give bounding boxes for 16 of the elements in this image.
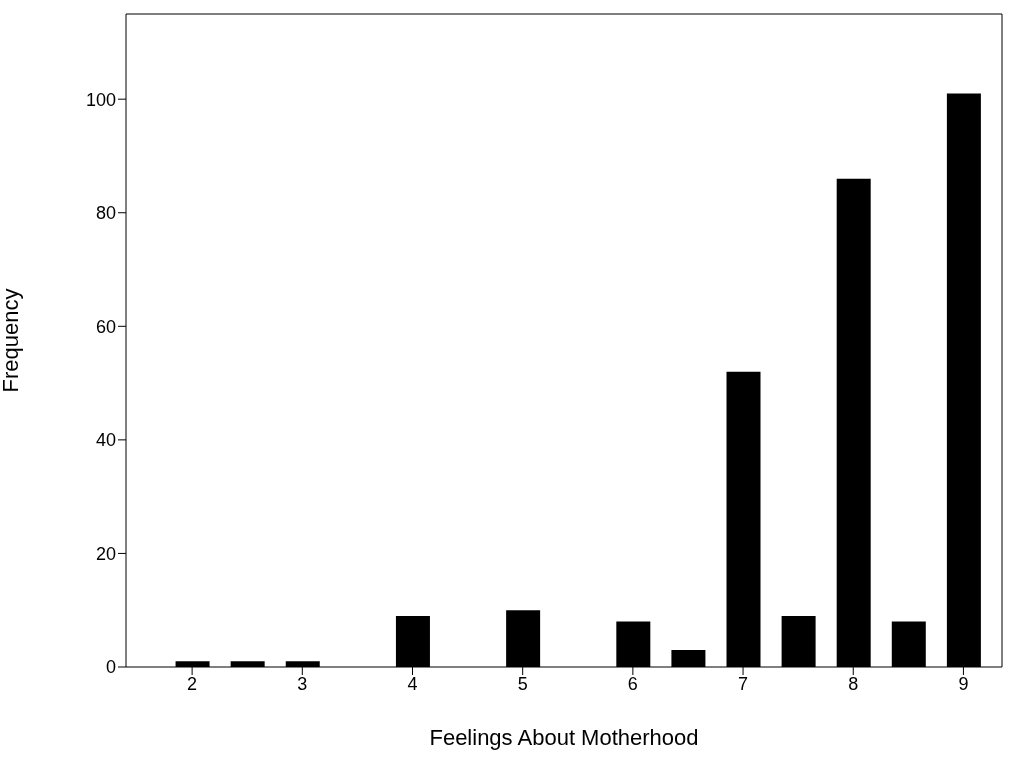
y-tick-label: 80 bbox=[95, 203, 116, 224]
y-tick-label: 40 bbox=[95, 430, 116, 451]
y-tick-label: 60 bbox=[95, 316, 116, 337]
y-tick-label: 100 bbox=[85, 89, 116, 110]
x-tick-label: 9 bbox=[958, 673, 969, 694]
x-tick-label: 6 bbox=[627, 673, 638, 694]
x-tick-label: 5 bbox=[517, 673, 528, 694]
x-tick-label: 8 bbox=[848, 673, 859, 694]
x-tick-label: 2 bbox=[187, 673, 198, 694]
y-axis-title: Frequency bbox=[0, 288, 23, 393]
y-tick-label: 0 bbox=[105, 657, 116, 678]
y-tick-label: 20 bbox=[95, 543, 116, 564]
x-tick-label: 7 bbox=[738, 673, 749, 694]
x-tick-label: 4 bbox=[407, 673, 418, 694]
x-tick-label: 3 bbox=[297, 673, 308, 694]
x-axis-title: Feelings About Motherhood bbox=[429, 725, 699, 750]
